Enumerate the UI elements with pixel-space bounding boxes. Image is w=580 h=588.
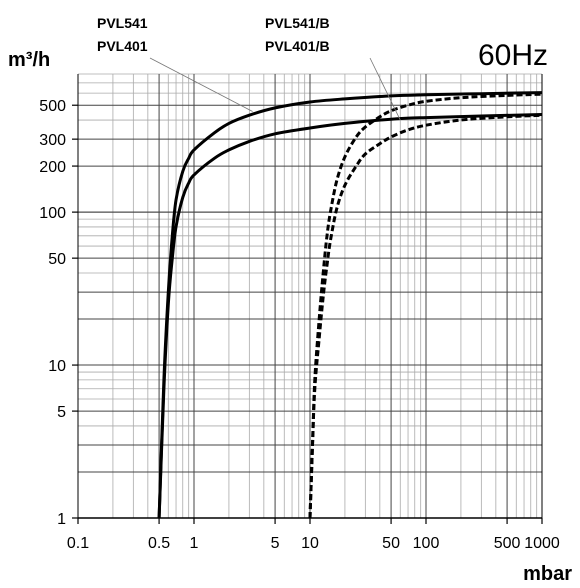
x-tick-label: 5 (271, 535, 280, 552)
chart-title: 60Hz (478, 39, 548, 72)
plot-frame (72, 74, 543, 524)
y-tick-label: 1 (57, 511, 66, 528)
y-tick-labels: 1 5 10 50 100 200 300 500 (39, 98, 66, 528)
curves (157, 91, 543, 519)
y-tick-label: 50 (48, 251, 66, 268)
x-tick-label: 0.5 (148, 535, 170, 552)
y-tick-label: 500 (39, 98, 66, 115)
y-tick-label: 10 (48, 358, 66, 375)
x-tick-label: 50 (382, 535, 400, 552)
y-tick-label: 100 (39, 205, 66, 222)
dashed-label-leader (369, 57, 401, 121)
series-curve-4 (308, 113, 543, 519)
y-axis-label: m³/h (8, 49, 50, 71)
label-solid-line2: PVL401 (97, 38, 148, 54)
y-tick-label: 300 (39, 132, 66, 149)
y-tick-label: 5 (57, 404, 66, 421)
label-dashed-line2: PVL401/B (265, 38, 330, 54)
x-tick-labels: 0.1 0.5 1 5 10 50 100 500 1000 (67, 535, 560, 552)
solid-label-leader (149, 57, 253, 112)
x-tick-label: 100 (413, 535, 440, 552)
x-axis-label: mbar (523, 563, 572, 585)
x-tick-label: 0.1 (67, 535, 89, 552)
y-tick-label: 200 (39, 159, 66, 176)
label-leader-lines (149, 57, 401, 121)
label-dashed-line1: PVL541/B (265, 15, 330, 31)
x-tick-label: 500 (494, 535, 521, 552)
x-tick-label: 10 (301, 535, 319, 552)
series-curve-2 (157, 113, 543, 519)
label-solid-line1: PVL541 (97, 15, 148, 31)
x-tick-label: 1000 (524, 535, 560, 552)
x-tick-label: 1 (190, 535, 199, 552)
major-grid (77, 74, 543, 519)
series-curve-3 (308, 92, 543, 519)
